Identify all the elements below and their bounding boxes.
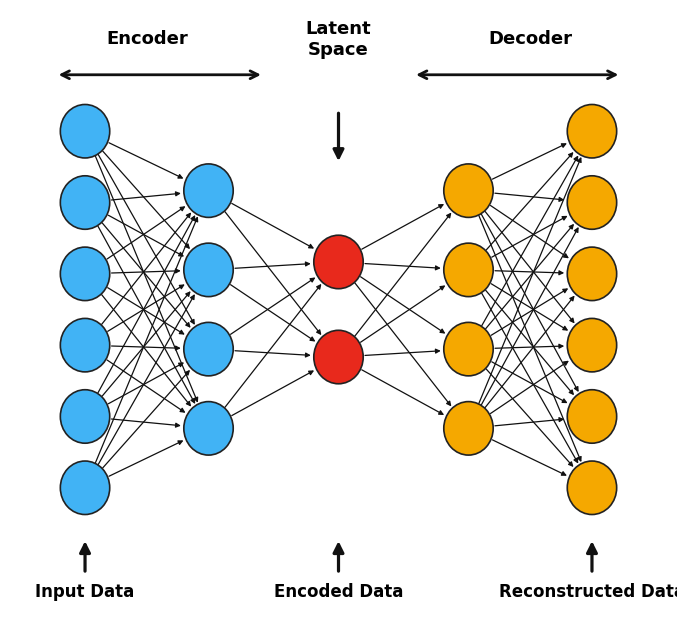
Ellipse shape xyxy=(567,176,617,229)
Ellipse shape xyxy=(567,105,617,158)
Ellipse shape xyxy=(60,461,110,514)
Ellipse shape xyxy=(444,164,493,217)
Text: Encoder: Encoder xyxy=(106,30,188,48)
Ellipse shape xyxy=(184,322,233,376)
Ellipse shape xyxy=(314,331,363,384)
Ellipse shape xyxy=(567,318,617,372)
Ellipse shape xyxy=(184,164,233,217)
Ellipse shape xyxy=(444,322,493,376)
Ellipse shape xyxy=(184,402,233,455)
Ellipse shape xyxy=(60,318,110,372)
Ellipse shape xyxy=(567,390,617,443)
Ellipse shape xyxy=(444,402,493,455)
Ellipse shape xyxy=(60,176,110,229)
Ellipse shape xyxy=(60,105,110,158)
Ellipse shape xyxy=(567,247,617,301)
Ellipse shape xyxy=(184,243,233,297)
Text: Latent
Space: Latent Space xyxy=(306,20,371,59)
Text: Decoder: Decoder xyxy=(488,30,572,48)
Ellipse shape xyxy=(60,247,110,301)
Text: Reconstructed Data: Reconstructed Data xyxy=(499,582,677,601)
Ellipse shape xyxy=(444,243,493,297)
Ellipse shape xyxy=(314,235,363,288)
Text: Encoded Data: Encoded Data xyxy=(274,582,403,601)
Ellipse shape xyxy=(567,461,617,514)
Ellipse shape xyxy=(60,390,110,443)
Text: Input Data: Input Data xyxy=(35,582,135,601)
